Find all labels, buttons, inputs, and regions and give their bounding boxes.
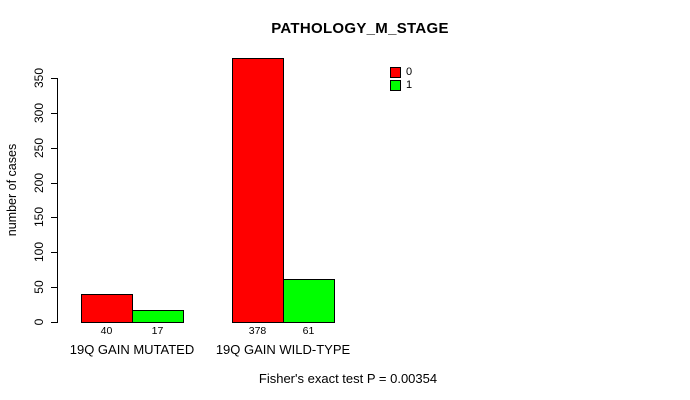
bar-0-1	[81, 294, 133, 323]
y-tick-mark	[51, 252, 57, 253]
x-category-label: 19Q GAIN WILD-TYPE	[215, 342, 351, 357]
y-tick-mark	[51, 287, 57, 288]
y-tick-label: 350	[32, 67, 46, 89]
chart-title: PATHOLOGY_M_STAGE	[271, 20, 449, 37]
legend-item-0: 0	[390, 66, 412, 79]
bar-1-2	[283, 279, 335, 323]
x-category-label: 19Q GAIN MUTATED	[69, 342, 195, 357]
y-tick-label: 250	[32, 137, 46, 159]
fisher-test-note: Fisher's exact test P = 0.00354	[258, 371, 438, 386]
y-tick-mark	[51, 148, 57, 149]
legend-swatch-0	[390, 67, 401, 78]
legend-swatch-1	[390, 80, 401, 91]
legend-label: 1	[406, 79, 413, 91]
bar-0-2	[232, 58, 284, 323]
legend-label: 0	[406, 66, 413, 78]
y-tick-mark	[51, 78, 57, 79]
y-tick-mark	[51, 217, 57, 218]
y-tick-label: 100	[32, 241, 46, 263]
y-tick-mark	[51, 322, 57, 323]
y-axis-title: number of cases	[5, 143, 19, 237]
y-tick-mark	[51, 183, 57, 184]
bar-1-1	[132, 310, 184, 323]
bar-value-label: 17	[151, 325, 164, 337]
y-tick-label: 300	[32, 102, 46, 124]
bar-value-label: 378	[248, 325, 267, 337]
y-axis-line	[57, 78, 58, 323]
bar-value-label: 40	[100, 325, 113, 337]
y-tick-label: 0	[32, 318, 46, 326]
y-tick-mark	[51, 113, 57, 114]
bar-value-label: 61	[302, 325, 315, 337]
y-tick-label: 200	[32, 172, 46, 194]
y-tick-label: 150	[32, 206, 46, 228]
y-tick-label: 50	[32, 280, 46, 294]
legend-item-1: 1	[390, 79, 412, 92]
